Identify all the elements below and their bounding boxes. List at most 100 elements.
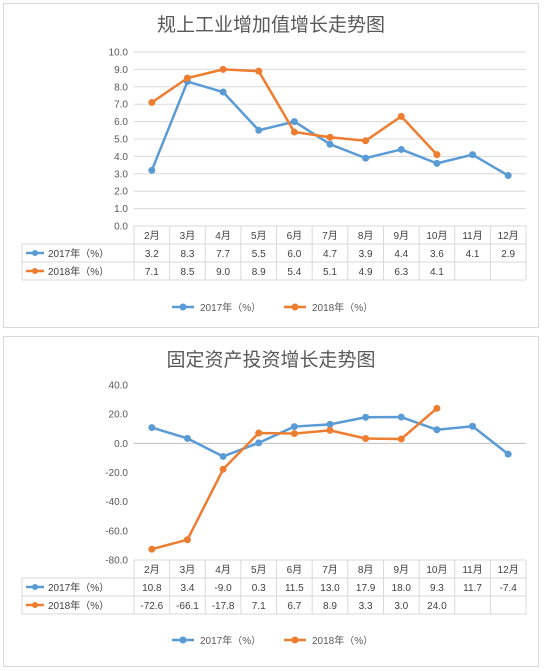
data-point: [362, 435, 370, 443]
data-point: [469, 151, 477, 159]
table-value: 2.9: [501, 249, 515, 260]
legend-key-marker: [179, 303, 187, 311]
legend-key-marker: [291, 636, 299, 644]
chart-title: 规上工业增加值增长走势图: [156, 14, 385, 36]
table-value: 7.1: [145, 267, 159, 278]
table-series-key-marker: [32, 250, 38, 256]
table-value: 24.0: [427, 601, 447, 612]
table-value: -66.1: [176, 601, 199, 612]
data-point: [362, 413, 370, 421]
data-point: [433, 426, 441, 434]
data-point: [183, 434, 191, 442]
table-value: 8.9: [323, 601, 337, 612]
table-series-key-marker: [32, 584, 38, 590]
table-value: -72.6: [140, 601, 163, 612]
data-point: [255, 67, 263, 75]
data-point: [148, 545, 156, 553]
x-category-label: 6月: [287, 564, 303, 576]
y-tick-label: 10.0: [109, 48, 129, 59]
x-category-label: 5月: [251, 564, 267, 576]
table-value: 7.7: [216, 249, 230, 260]
x-category-label: 11月: [462, 230, 482, 242]
y-tick-label: 0.0: [114, 439, 128, 450]
table-value: 9.3: [430, 583, 444, 594]
legend-label: 2017年（%）: [200, 634, 261, 647]
data-point: [397, 435, 405, 443]
table-series-name: 2018年（%）: [48, 265, 109, 278]
x-category-label: 7月: [322, 230, 338, 242]
data-point: [183, 74, 191, 82]
table-value: 3.3: [359, 601, 373, 612]
table-series-name: 2017年（%）: [48, 581, 109, 594]
x-category-label: 8月: [358, 564, 374, 576]
data-point: [290, 430, 298, 438]
table-value: -17.8: [212, 601, 235, 612]
data-point: [433, 404, 441, 412]
data-point: [183, 536, 191, 544]
table-value: 6.3: [394, 267, 408, 278]
table-value: 4.7: [323, 249, 337, 260]
industrial-chart-panel: 规上工业增加值增长走势图 0.0 1.0 2.0 3.0 4.0 5.0 6.0 7.0 8.0…: [3, 3, 539, 328]
y-tick-label: -40.0: [105, 497, 128, 508]
table-value: 9.0: [216, 267, 230, 278]
investment-chart-panel: 固定资产投资增长走势图 -80.0 -60.0 -40.0 -20.0 0.0 20.0 4…: [3, 336, 539, 667]
x-category-label: 5月: [251, 230, 267, 242]
y-tick-label: 0.0: [114, 222, 128, 233]
y-tick-label: 8.0: [114, 82, 128, 93]
data-point: [469, 422, 477, 430]
legend-label: 2017年（%）: [200, 301, 261, 314]
table-value: 3.2: [145, 249, 159, 260]
series-line: [151, 68, 438, 156]
y-tick-label: 3.0: [114, 169, 128, 180]
table-series-name: 2017年（%）: [48, 247, 109, 260]
data-point: [148, 166, 156, 174]
table-value: -7.4: [500, 583, 518, 594]
data-point: [326, 133, 334, 141]
x-category-label: 12月: [498, 564, 519, 576]
x-category-label: 4月: [215, 230, 231, 242]
table-value: 3.0: [394, 601, 408, 612]
x-category-label: 2月: [144, 564, 160, 576]
x-category-label: 7月: [322, 564, 338, 576]
x-category-label: 2月: [144, 230, 160, 242]
table-value: 13.0: [320, 583, 340, 594]
data-point: [397, 145, 405, 153]
data-point: [326, 426, 334, 434]
data-point: [148, 424, 156, 432]
chart-title: 固定资产投资增长走势图: [166, 349, 376, 371]
x-category-label: 9月: [393, 230, 409, 242]
x-category-label: 10月: [426, 564, 447, 576]
y-tick-label: 20.0: [109, 410, 129, 421]
data-point: [362, 154, 370, 162]
legend-key-marker: [179, 636, 187, 644]
data-point: [290, 423, 298, 431]
x-category-label: 10月: [426, 230, 447, 242]
data-point: [255, 126, 263, 134]
table-value: 3.6: [430, 249, 444, 260]
x-category-label: 6月: [287, 230, 303, 242]
x-category-label: 3月: [180, 230, 196, 242]
data-point: [504, 450, 512, 458]
table-value: 18.0: [392, 583, 412, 594]
x-category-label: 9月: [393, 564, 409, 576]
table-value: 8.9: [252, 267, 266, 278]
data-point: [219, 452, 227, 460]
y-tick-label: 2.0: [114, 187, 128, 198]
x-category-label: 12月: [498, 230, 519, 242]
data-point: [255, 429, 263, 437]
table-value: 6.7: [287, 601, 301, 612]
table-value: 4.9: [359, 267, 373, 278]
data-point: [255, 439, 263, 447]
table-value: 10.8: [142, 583, 162, 594]
data-point: [219, 65, 227, 73]
y-tick-label: -80.0: [105, 556, 128, 567]
data-point: [397, 413, 405, 421]
data-point: [219, 465, 227, 473]
table-value: 5.5: [252, 249, 266, 260]
table-value: 17.9: [356, 583, 376, 594]
y-tick-label: -60.0: [105, 526, 128, 537]
x-category-label: 3月: [180, 564, 196, 576]
table-series-key-marker: [32, 602, 38, 608]
table-series-key-marker: [32, 268, 38, 274]
table-value: 7.1: [252, 601, 266, 612]
